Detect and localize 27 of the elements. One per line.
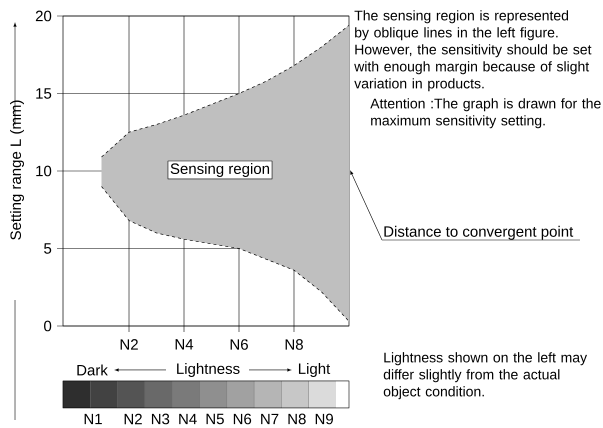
- y-tick-label: 15: [36, 88, 52, 99]
- y-tick-label: 10: [36, 166, 52, 176]
- text: N7: [261, 414, 278, 424]
- text: Distance to convergent point: [384, 226, 574, 240]
- text: N9: [316, 414, 333, 424]
- text: Dark: [77, 364, 108, 376]
- x-axis-title: Lightness: [177, 362, 240, 377]
- text: The sensing region is represented by oblique lines in the left figure. However, the sensitivity should be set with enough margin because of slight variation in products.: [354, 10, 592, 92]
- text: N4: [179, 414, 197, 424]
- text: Light: [298, 362, 330, 377]
- x-tick-label: N6: [230, 339, 248, 350]
- annotation: Sensing region: [170, 163, 270, 177]
- y-tick-label: 20: [36, 10, 52, 22]
- x-tick-label: N2: [120, 339, 138, 350]
- y-tick-label: 5: [44, 243, 52, 254]
- text: N3: [152, 414, 170, 424]
- y-tick-label: 0: [44, 320, 52, 332]
- x-tick-label: N4: [176, 339, 194, 350]
- text: Attention :The graph is drawn for the maximum sensitivity setting.: [370, 98, 601, 128]
- y-axis-title: Setting range L (mm): [10, 100, 24, 240]
- x-tick-label: N8: [286, 339, 303, 350]
- text: N1: [84, 414, 102, 424]
- text: N6: [234, 414, 252, 424]
- text: N2: [124, 414, 142, 424]
- text: Lightness shown on the left may differ slightly from the actual object condition.: [384, 352, 588, 400]
- text: N5: [206, 414, 224, 424]
- text: N8: [288, 414, 306, 424]
